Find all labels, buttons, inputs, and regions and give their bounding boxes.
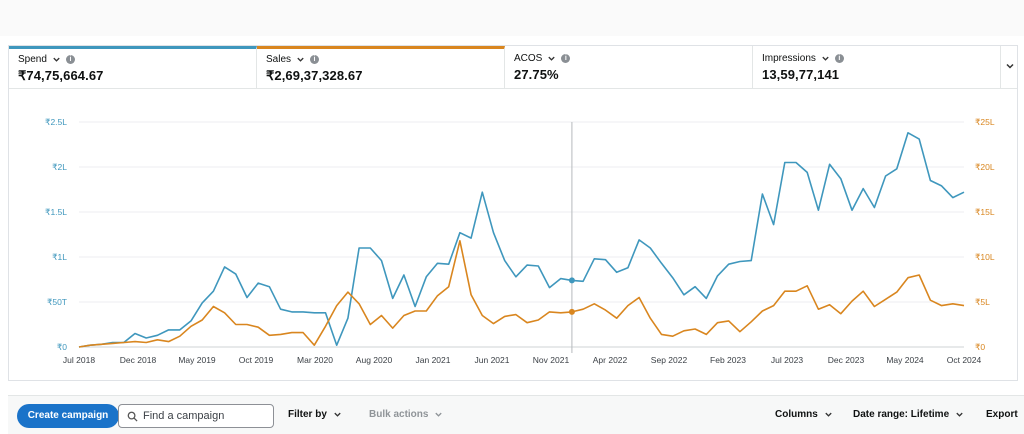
left-axis-tick-label: ₹2L [52,162,67,172]
left-axis-tick-label: ₹1.5L [45,207,67,217]
x-axis-tick-label: Aug 2020 [356,355,393,365]
metric-sales-label: Sales [266,54,292,65]
left-axis-tick-label: ₹0 [57,342,67,352]
top-bar [0,0,1024,36]
metric-sales-value: ₹2,69,37,328.67 [266,68,363,83]
right-axis-tick-label: ₹20L [975,162,995,172]
metrics-expand-button[interactable] [1001,46,1017,88]
right-axis-tick-label: ₹0 [975,342,985,352]
right-axis-tick-label: ₹25L [975,117,995,127]
metric-spend-value: ₹74,75,664.67 [18,68,104,83]
x-axis-tick-label: Jul 2018 [63,355,95,365]
chevron-down-icon[interactable] [547,54,556,63]
x-axis-tick-label: Dec 2023 [828,355,865,365]
info-icon[interactable]: i [65,55,75,64]
metric-sales[interactable]: Sales i ₹2,69,37,328.67 [257,46,505,88]
campaign-toolbar: Create campaign Filter by Bulk actions C… [8,395,1024,434]
chevron-down-icon[interactable] [52,55,61,64]
performance-card: Spend i ₹74,75,664.67 Sales i ₹2,69,37,3… [8,45,1018,381]
right-axis-tick-label: ₹15L [975,207,995,217]
bulk-actions-label: Bulk actions [369,409,429,420]
x-axis-tick-label: May 2019 [178,355,216,365]
x-axis-tick-label: Oct 2019 [239,355,274,365]
metric-acos-label: ACOS [514,53,543,64]
columns-dropdown[interactable]: Columns [775,409,833,420]
columns-label: Columns [775,409,818,420]
hover-point-sales [568,308,575,315]
x-axis-tick-label: Apr 2022 [593,355,628,365]
metric-acos[interactable]: ACOS i 27.75% [505,46,753,88]
info-icon[interactable]: i [834,54,844,63]
right-axis-tick-label: ₹5L [975,297,990,307]
metric-impressions-value: 13,59,77,141 [762,67,840,82]
metric-impressions-header: Impressions i [762,53,1000,64]
x-axis-tick-label: Oct 2024 [947,355,982,365]
x-axis-tick-label: Feb 2023 [710,355,746,365]
series-line-sales [78,240,965,348]
metric-acos-header: ACOS i [514,53,752,64]
x-axis-tick-label: Jul 2023 [771,355,803,365]
search-input[interactable] [143,408,269,424]
info-icon[interactable]: i [561,54,571,63]
left-axis-tick-label: ₹1L [52,252,67,262]
chevron-down-icon [956,412,963,417]
metric-impressions-label: Impressions [762,53,816,64]
filter-by-dropdown[interactable]: Filter by [288,409,342,420]
metric-spend-label: Spend [18,54,47,65]
hover-point-spend [568,277,575,284]
performance-chart[interactable]: ₹0 ₹0 ₹50T ₹5L ₹1L ₹10L ₹1.5L ₹15L ₹2L ₹20L ₹2.5L ₹… [9,90,1017,380]
x-axis-tick-label: Dec 2018 [120,355,157,365]
metric-impressions[interactable]: Impressions i 13,59,77,141 [753,46,1001,88]
x-axis-tick-label: Jan 2021 [416,355,451,365]
metric-acos-value: 27.75% [514,67,559,82]
series-line-spend [78,131,965,348]
x-axis-tick-label: Nov 2021 [533,355,570,365]
metric-spend-header: Spend i [18,54,256,65]
x-axis-tick-label: Sep 2022 [651,355,688,365]
chevron-down-icon [435,412,443,417]
metric-spend[interactable]: Spend i ₹74,75,664.67 [9,46,257,88]
left-axis-tick-label: ₹50T [47,297,67,307]
metric-sales-header: Sales i [266,54,504,65]
x-axis-tick-label: Jun 2021 [475,355,510,365]
info-icon[interactable]: i [310,55,320,64]
create-campaign-button[interactable]: Create campaign [17,404,119,428]
search-icon [127,411,138,422]
left-axis-tick-label: ₹2.5L [45,117,67,127]
date-range-dropdown[interactable]: Date range: Lifetime [853,409,964,420]
right-axis-tick-label: ₹10L [975,252,995,262]
filter-by-label: Filter by [288,409,327,420]
chevron-down-icon[interactable] [296,55,305,64]
chevron-down-icon[interactable] [821,54,830,63]
x-axis-tick-label: Mar 2020 [297,355,333,365]
x-axis-tick-label: May 2024 [886,355,924,365]
bulk-actions-dropdown[interactable]: Bulk actions [369,409,443,420]
chevron-down-icon [1006,63,1014,69]
chevron-down-icon [334,412,341,417]
export-button[interactable]: Export [986,409,1018,420]
date-range-label: Date range: Lifetime [853,409,950,420]
campaign-search[interactable] [118,404,274,428]
chevron-down-icon [825,412,832,417]
metrics-row: Spend i ₹74,75,664.67 Sales i ₹2,69,37,3… [9,46,1017,89]
